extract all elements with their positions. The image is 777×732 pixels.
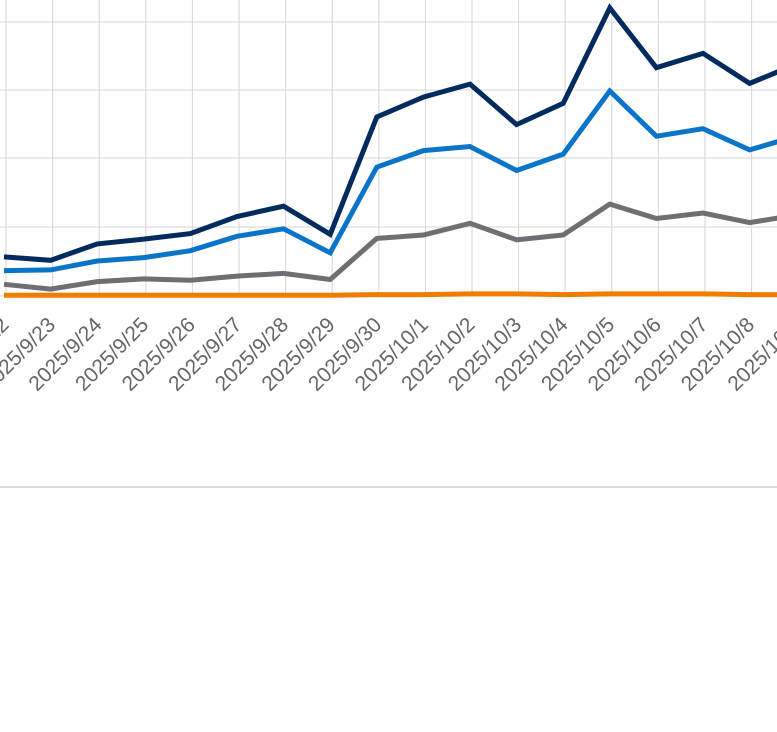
series-lines xyxy=(3,3,777,298)
series-line-3 xyxy=(3,201,777,292)
series-line-4 xyxy=(4,291,777,298)
x-axis-tick-labels: 2025/9/222025/9/232025/9/242025/9/252025… xyxy=(0,313,777,396)
series-line-1 xyxy=(3,3,777,263)
grid xyxy=(0,0,777,297)
series-line-2 xyxy=(3,87,777,274)
